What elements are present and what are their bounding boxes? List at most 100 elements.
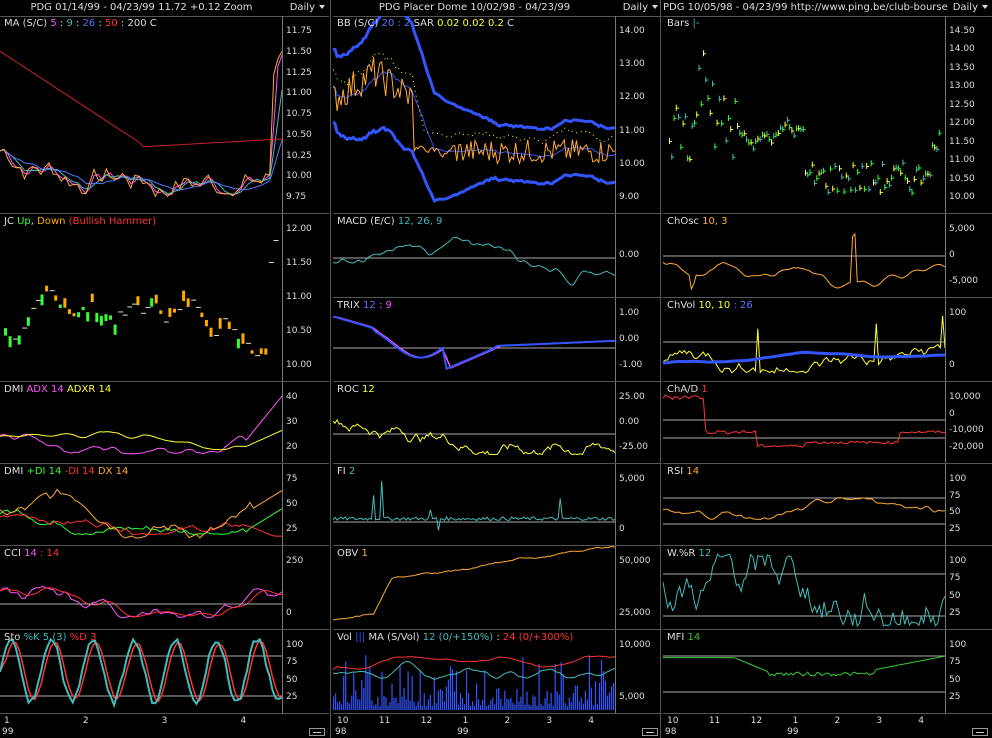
scroll-control[interactable] <box>309 728 325 736</box>
price-bar-tick <box>929 174 933 176</box>
y-axis <box>615 546 616 629</box>
volume-bar <box>403 688 405 710</box>
y-axis-label: 5,000 <box>619 474 645 484</box>
volume-bar <box>411 676 413 710</box>
indicator-plot <box>333 480 615 531</box>
indicator-pane[interactable]: BB (S/C) 20 : 2 SAR 0.02 0.02 0.2 C 14.0… <box>333 16 662 214</box>
price-bar-tick <box>936 148 940 150</box>
volume-bar <box>399 666 401 710</box>
price-bar-tick <box>761 134 765 136</box>
indicator-title-part: ROC <box>337 384 359 395</box>
price-bar-tick <box>902 162 906 164</box>
candle-doji <box>145 306 151 308</box>
price-bar-tick <box>827 192 831 194</box>
period-dropdown[interactable]: Daily <box>290 2 325 13</box>
y-axis-label: -1.00 <box>619 360 643 370</box>
indicator-pane[interactable]: ChA/D 1 10,000 0 -10,000 -20,000 <box>663 382 992 464</box>
y-axis <box>282 464 283 545</box>
volume-bar <box>478 699 480 710</box>
indicator-pane[interactable]: MA (S/C) 5 : 9 : 26 : 50 : 200 C 11.75 11… <box>0 16 329 214</box>
chvol-ma-line <box>663 350 945 365</box>
price-bar-tick <box>737 125 740 127</box>
y-axis-label: 40 <box>286 392 298 402</box>
y-axis-label: 25 <box>286 524 298 534</box>
indicator-pane[interactable]: DMI ADX 14 ADXR 14 40 30 20 <box>0 382 329 464</box>
indicator-title-part: 5 <box>50 18 57 29</box>
volume-bar <box>363 688 365 710</box>
y-axis-label: 0 <box>949 408 955 419</box>
indicator-pane[interactable]: TRIX 12 : 9 1.00 0.00 -1.00 <box>333 298 662 382</box>
indicator-pane[interactable]: W.%R 12 100 75 50 25 <box>663 546 992 630</box>
indicator-pane[interactable]: MACD (E/C) 12, 26, 9 0.00 <box>333 214 662 298</box>
y-axis <box>945 214 946 297</box>
volume-bar <box>536 705 538 710</box>
price-bar-tick <box>734 101 738 103</box>
price-bar <box>791 127 793 134</box>
macd-line <box>333 236 615 286</box>
indicator-pane[interactable]: ROC 12 25.00 0.00 -25.00 <box>333 382 662 464</box>
y-axis-label: 100 <box>949 556 967 566</box>
y-axis-label: 100 <box>949 308 967 318</box>
y-axis-label: 10,000 <box>949 392 981 402</box>
indicator-pane[interactable]: MFI 14 100 75 50 25 <box>663 630 992 714</box>
period-dropdown[interactable]: Daily <box>953 2 988 13</box>
x-axis-tick-label: 3 <box>546 716 553 726</box>
indicator-title-part: ChA/D <box>667 384 699 395</box>
indicator-title-part: 1 <box>698 384 708 395</box>
volume-bar <box>578 701 580 710</box>
indicator-title-part: Bars <box>667 18 690 29</box>
indicator-title-part: , <box>30 216 38 227</box>
chad-line <box>663 394 945 448</box>
candle <box>250 350 254 354</box>
indicator-pane[interactable]: Sto %K 5 (3) %D 3 100 75 50 25 <box>0 630 329 714</box>
volume-bar <box>498 687 500 710</box>
price-bar-tick <box>682 123 686 125</box>
indicator-pane[interactable]: Vol ||| MA (S/Vol) 12 (0/+150%) : 24 (0/… <box>333 630 662 714</box>
price-bar-tick <box>925 173 929 175</box>
volume-bar <box>389 701 391 710</box>
x-axis-tick-label: 1 <box>4 716 10 726</box>
indicator-pane[interactable]: RSI 14 100 75 50 25 <box>663 464 992 546</box>
scroll-control[interactable] <box>972 728 988 736</box>
indicator-pane[interactable]: CCI 14 : 14 250 0 <box>0 546 329 630</box>
x-axis-tick-label: 2 <box>82 716 89 726</box>
scroll-control[interactable] <box>642 728 658 736</box>
indicator-pane[interactable]: FI 2 5,000 0 <box>333 464 662 546</box>
candle-doji <box>177 309 183 311</box>
volume-bar <box>355 690 357 710</box>
volume-bar <box>538 664 540 710</box>
volume-bar <box>608 692 611 710</box>
indicator-pane[interactable]: ChOsc 10, 3 5,000 0 -5,000 <box>663 214 992 298</box>
y-axis-label: 0 <box>949 250 955 260</box>
candle <box>77 312 81 318</box>
y-axis-label: 25 <box>286 692 298 702</box>
y-axis-label: 11.50 <box>286 46 312 57</box>
indicator-title: Vol ||| MA (S/Vol) 12 (0/+150%) : 24 (0/… <box>337 632 573 643</box>
volume-bar <box>457 704 460 710</box>
price-bar-tick <box>843 191 847 193</box>
volume-bar <box>590 687 593 710</box>
candle <box>186 298 190 307</box>
indicator-title-part: C <box>146 18 157 29</box>
volume-bar <box>556 691 558 710</box>
y-axis <box>282 630 283 713</box>
indicator-pane[interactable]: JC Up, Down (Bullish Hammer) 12.00 11.50 11… <box>0 214 329 382</box>
indicator-pane[interactable]: Bars |- 14.50 14.00 13.50 13.00 12.50 12.00 11.… <box>663 16 992 214</box>
indicator-pane[interactable]: DMI +DI 14 -DI 14 DX 14 75 50 25 <box>0 464 329 546</box>
volume-bar <box>341 704 343 710</box>
price-bar-tick <box>811 164 815 166</box>
close-line <box>333 57 615 166</box>
indicator-title: ROC 12 <box>337 384 375 395</box>
volume-bar <box>455 671 458 710</box>
y-axis-label: 5,000 <box>619 692 645 702</box>
obv-line <box>333 546 615 621</box>
indicator-pane[interactable]: ChVol 10, 10 : 26 100 0 <box>663 298 992 382</box>
volume-bar <box>451 669 454 710</box>
indicator-title-part: SAR <box>410 18 438 29</box>
period-dropdown[interactable]: Daily <box>623 2 658 13</box>
indicator-title: MA (S/C) 5 : 9 : 26 : 50 : 200 C <box>4 18 157 29</box>
volume-bar <box>606 695 609 710</box>
volume-bar <box>512 702 514 710</box>
indicator-pane[interactable]: OBV 1 50,000 25,000 <box>333 546 662 630</box>
indicator-title-part: 12 (0/+150%) <box>422 632 494 643</box>
